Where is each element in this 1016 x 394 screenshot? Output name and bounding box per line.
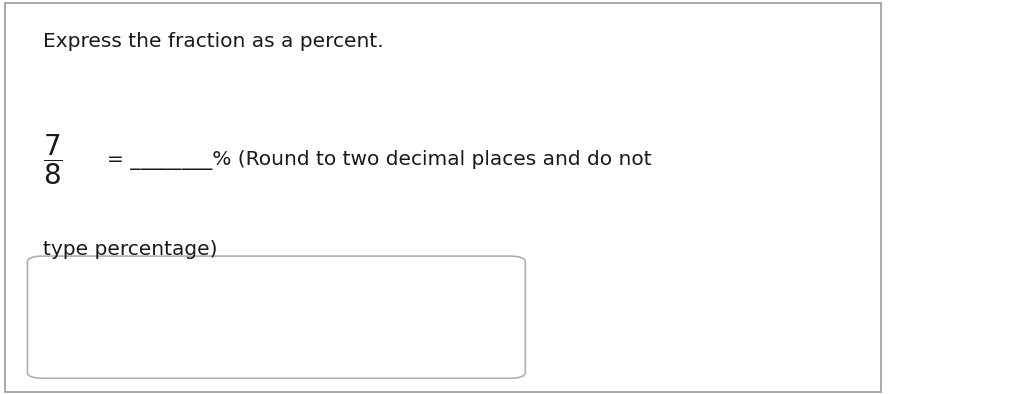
Text: Express the fraction as a percent.: Express the fraction as a percent. [43, 32, 383, 50]
FancyBboxPatch shape [27, 256, 525, 378]
Text: $\dfrac{7}{8}$: $\dfrac{7}{8}$ [43, 132, 62, 187]
FancyBboxPatch shape [5, 3, 881, 392]
Text: type percentage): type percentage) [43, 240, 217, 259]
Text: = ________% (Round to two decimal places and do not: = ________% (Round to two decimal places… [107, 150, 651, 169]
